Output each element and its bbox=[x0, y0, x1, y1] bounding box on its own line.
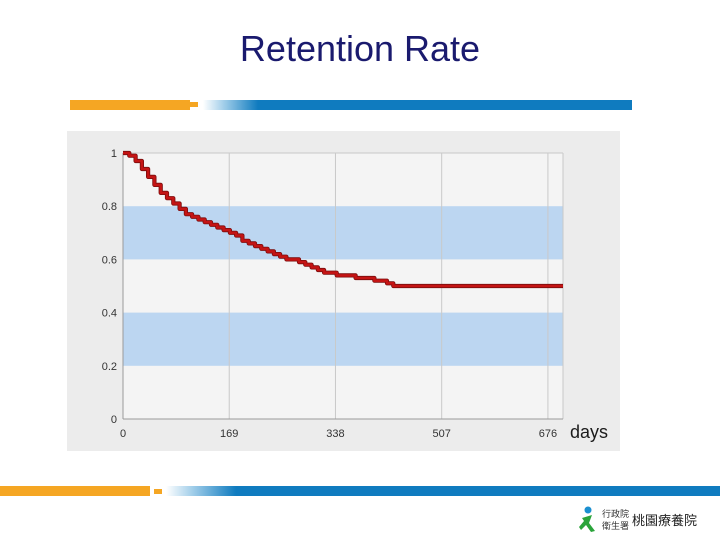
x-tick-label: 338 bbox=[326, 428, 344, 440]
x-tick-label: 507 bbox=[433, 428, 451, 440]
top-band-dash bbox=[190, 102, 198, 107]
y-tick-label: 0.4 bbox=[102, 308, 117, 320]
hospital-logo: 行政院 衛生署 桃園療養院 bbox=[579, 506, 697, 532]
top-band-blue bbox=[258, 100, 632, 110]
logo-line2: 衛生署 bbox=[602, 520, 629, 531]
x-unit-label: days bbox=[570, 422, 609, 442]
runner-icon bbox=[579, 506, 595, 532]
bottom-band-blue bbox=[236, 486, 720, 496]
y-tick-label: 0.6 bbox=[102, 254, 117, 266]
y-tick-label: 0.2 bbox=[102, 361, 117, 373]
top-band-orange bbox=[70, 100, 190, 110]
y-tick-label: 0.8 bbox=[102, 201, 117, 213]
bottom-band-orange bbox=[0, 486, 150, 496]
slide-title: Retention Rate bbox=[239, 28, 481, 69]
chart-panel: 0 0.2 0.4 0.6 0.8 1 0 169 338 507 676 bbox=[67, 131, 620, 451]
y-tick-label: 1 bbox=[111, 148, 117, 160]
y-tick-label: 0 bbox=[111, 414, 117, 426]
x-tick-label: 676 bbox=[539, 428, 557, 440]
x-tick-label: 169 bbox=[220, 428, 238, 440]
retention-chart: 0 0.2 0.4 0.6 0.8 1 0 169 338 507 676 bbox=[102, 148, 564, 440]
logo-name: 桃園療養院 bbox=[632, 513, 697, 528]
x-tick-label: 0 bbox=[120, 428, 126, 440]
bottom-band-dash bbox=[154, 489, 162, 494]
shaded-band-0 bbox=[123, 312, 563, 366]
top-band-fade bbox=[203, 100, 258, 110]
bottom-band-fade bbox=[166, 486, 236, 496]
logo-line1: 行政院 bbox=[602, 508, 629, 519]
retention-curve bbox=[123, 151, 563, 288]
